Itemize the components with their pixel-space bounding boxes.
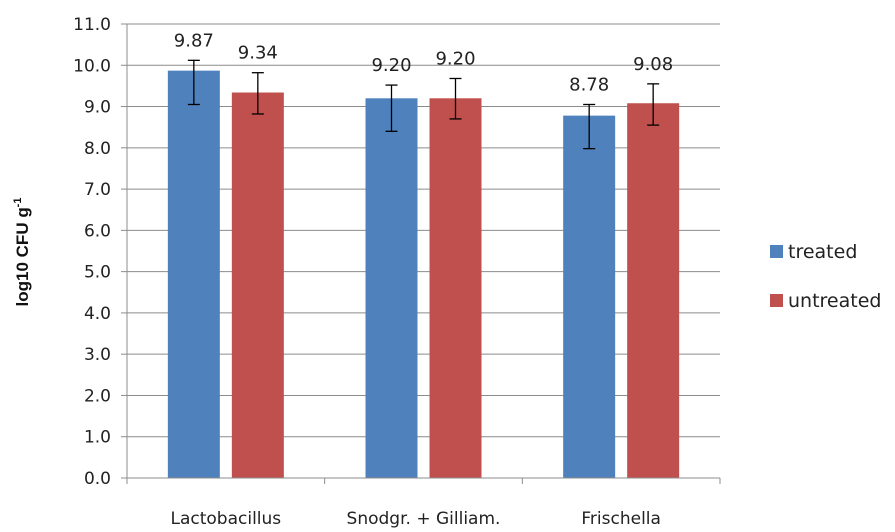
y-tick-label: 10.0	[73, 56, 111, 76]
y-axis-label: log10 CFU g-1	[12, 198, 32, 307]
bar-untreated	[627, 103, 680, 478]
y-tick-label: 8.0	[84, 139, 111, 159]
error-bars	[187, 59, 660, 150]
x-category-labels: Lactobacillus Snodgr. + Gilliam. Frischell…	[170, 509, 660, 529]
x-category-label: Snodgr. + Gilliam.	[347, 509, 501, 529]
y-tick-label: 2.0	[84, 386, 111, 406]
y-tick-label: 7.0	[84, 180, 111, 200]
data-label: 9.20	[371, 55, 411, 76]
axes	[121, 23, 721, 484]
bar-treated	[563, 115, 616, 478]
bars	[167, 70, 680, 479]
x-category-label: Lactobacillus	[170, 509, 281, 529]
y-tick-label: 9.0	[84, 98, 111, 118]
y-tick-label: 5.0	[84, 263, 111, 283]
legend-swatch-treated	[770, 245, 783, 258]
y-tick-label: 1.0	[84, 428, 111, 448]
data-label: 9.20	[435, 48, 475, 69]
data-label: 9.34	[238, 43, 278, 64]
x-category-label: Frischella	[581, 509, 661, 529]
data-label: 9.87	[174, 30, 214, 51]
bar-untreated	[429, 98, 482, 479]
y-tick-labels: 0.0 1.0 2.0 3.0 4.0 5.0 6.0 7.0 8.0 9.0 10.0 11.0	[73, 15, 111, 489]
y-tick-label: 6.0	[84, 221, 111, 241]
bar-treated	[365, 98, 418, 479]
y-tick-label: 3.0	[84, 345, 111, 365]
legend-swatch-untreated	[770, 294, 783, 307]
gridlines	[127, 23, 720, 438]
data-label: 9.08	[633, 54, 673, 75]
legend: treated untreated	[770, 241, 881, 312]
bar-untreated	[231, 92, 284, 478]
bar-treated	[167, 70, 220, 478]
y-tick-label: 0.0	[84, 469, 111, 489]
legend-label-untreated: untreated	[788, 290, 881, 312]
data-labels: 9.87 9.34 9.20 9.20 8.78 9.08	[174, 30, 673, 95]
y-tick-label: 4.0	[84, 304, 111, 324]
legend-label-treated: treated	[788, 241, 857, 263]
data-label: 8.78	[569, 74, 609, 95]
y-tick-label: 11.0	[73, 15, 111, 35]
